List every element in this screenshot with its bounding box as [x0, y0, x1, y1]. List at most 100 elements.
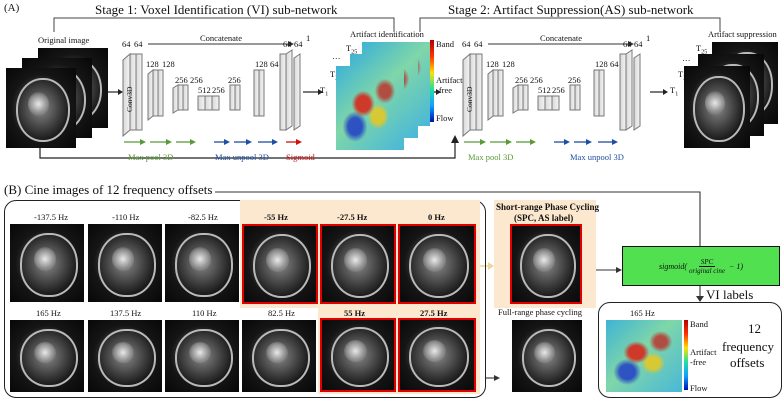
ch2-64b: 64: [474, 39, 483, 49]
unet-stage2: Conv3D: [462, 41, 641, 145]
ch1-64b: 64: [134, 39, 143, 49]
offsets-label: offsets: [730, 355, 765, 370]
band-label-2: Band: [690, 319, 708, 329]
ch2-1: 1: [646, 33, 651, 43]
cine-r1-4: [320, 224, 396, 304]
twelve-label: 12: [748, 321, 761, 336]
ch1-256b: 256: [190, 75, 203, 85]
ch2-64d: 64: [623, 39, 632, 49]
maxunpool-label-2: Max unpool 3D: [570, 152, 624, 162]
t1-label-2: T1: [670, 85, 679, 98]
cine-r2-2: [165, 320, 239, 392]
panel-a-tag: (A): [4, 2, 20, 14]
cine-r2-3: [242, 320, 316, 392]
flow-label-1: Flow: [436, 113, 454, 123]
formula-suffix: − 1): [726, 261, 744, 271]
vi-labels-panel: [598, 302, 782, 398]
original-image-label: Original image: [38, 35, 90, 45]
cine-r2-1: [88, 320, 162, 392]
ch1-64e: 64: [294, 39, 303, 49]
ch1-64a: 64: [122, 39, 131, 49]
artifact-free-label-2: Artifact -free: [690, 347, 717, 367]
ch2-256d: 256: [568, 75, 581, 85]
concatenate-2: Concatenate: [540, 33, 583, 43]
maxpool-label-1: Max pool 3D: [128, 152, 174, 162]
ch2-64a: 64: [462, 39, 471, 49]
vi-labels-title: VI labels: [706, 287, 754, 302]
freq-label-r1-5: 0 Hz: [428, 212, 445, 222]
freq-label-r1-4: -27.5 Hz: [337, 212, 368, 222]
ch2-128b: 128: [502, 59, 515, 69]
stage2-title: Stage 2: Artifact Suppression(AS) sub-ne…: [448, 2, 694, 17]
freq-label-r2-1: 137.5 Hz: [110, 308, 142, 318]
dots-2: …: [682, 53, 691, 63]
ch2-256b: 256: [530, 75, 543, 85]
t1-label-1: T1: [320, 85, 329, 98]
ch1-256c: 256: [212, 85, 225, 95]
ch2-256a: 256: [515, 75, 528, 85]
artifact-identification-label: Artifact identification: [350, 29, 424, 39]
freq-label-r2-0: 165 Hz: [36, 308, 61, 318]
ch2-128c: 128: [595, 59, 608, 69]
cine-r1-3: [242, 224, 318, 304]
original-image-front: [6, 68, 76, 148]
spc-title: Short-range Phase Cycling: [496, 202, 599, 212]
ch1-1: 1: [306, 33, 311, 43]
ch2-512: 512: [538, 85, 551, 95]
vi-freq-label: 165 Hz: [630, 308, 655, 318]
freq-label-r2-3: 82.5 Hz: [268, 308, 295, 318]
freq-label-r1-1: -110 Hz: [112, 212, 140, 222]
cine-r1-2: [165, 224, 239, 302]
frpc-image: [512, 320, 582, 392]
cine-r2-5: [398, 318, 476, 392]
colorbar-stage1: [430, 40, 434, 122]
freq-label-r2-5: 27.5 Hz: [420, 308, 448, 318]
ch1-256a: 256: [175, 75, 188, 85]
spc-image: [510, 224, 582, 304]
panel-b-title: (B) Cine images of 12 frequency offsets: [4, 182, 213, 197]
ch2-64e: 64: [634, 39, 643, 49]
band-label-1: Band: [436, 39, 454, 49]
dots-1: …: [332, 51, 341, 61]
artifact-map-front: [336, 66, 404, 150]
svg-text:Conv3D: Conv3D: [465, 86, 474, 112]
formula-fraction: SPC original cine: [689, 258, 725, 275]
freq-label-r2-2: 110 Hz: [192, 308, 217, 318]
suppressed-image-front: [684, 66, 750, 148]
t25-label: T25: [346, 43, 358, 56]
cine-r2-4: [320, 318, 396, 392]
unet-stage1: Conv3D: [122, 41, 302, 145]
svg-text:Conv3D: Conv3D: [125, 86, 134, 112]
vi-label-map: [606, 320, 682, 392]
maxunpool-label-1: Max unpool 3D: [215, 152, 269, 162]
ch1-128c: 128: [255, 59, 268, 69]
frpc-label: Full-range phase cycling: [498, 307, 583, 317]
formula-prefix: sigmoid(: [658, 261, 687, 271]
cine-r1-5: [398, 224, 476, 304]
ch1-64c: 64: [270, 59, 279, 69]
cine-r1-0: [10, 224, 84, 302]
concatenate-1: Concatenate: [200, 33, 243, 43]
ch2-64c: 64: [610, 59, 619, 69]
ch1-256d: 256: [228, 75, 241, 85]
artifact-free-label-1: Artifact -free: [436, 75, 463, 95]
ch2-128a: 128: [486, 59, 499, 69]
freq-label-r1-2: -82.5 Hz: [188, 212, 218, 222]
ch1-128a: 128: [146, 59, 159, 69]
t25-label-2: T25: [696, 43, 708, 56]
ch1-64d: 64: [283, 39, 292, 49]
flow-label-2: Flow: [690, 383, 708, 393]
artifact-suppression-label: Artifact suppression: [708, 29, 777, 39]
freq-label-r1-3: -55 Hz: [264, 212, 288, 222]
ch1-128b: 128: [162, 59, 175, 69]
cine-r1-1: [88, 224, 162, 302]
vi-label-formula: sigmoid( SPC original cine − 1): [622, 246, 780, 286]
freq-label-r2-4: 55 Hz: [344, 308, 366, 318]
spc-sub: (SPC, AS label): [514, 213, 574, 223]
freq-label-r1-0: -137.5 Hz: [34, 212, 68, 222]
stage1-title: Stage 1: Voxel Identification (VI) sub-n…: [95, 2, 338, 17]
colorbar-vi: [684, 320, 688, 390]
ch1-512: 512: [198, 85, 211, 95]
ch2-256c: 256: [552, 85, 565, 95]
frequency-label: frequency: [722, 339, 774, 354]
